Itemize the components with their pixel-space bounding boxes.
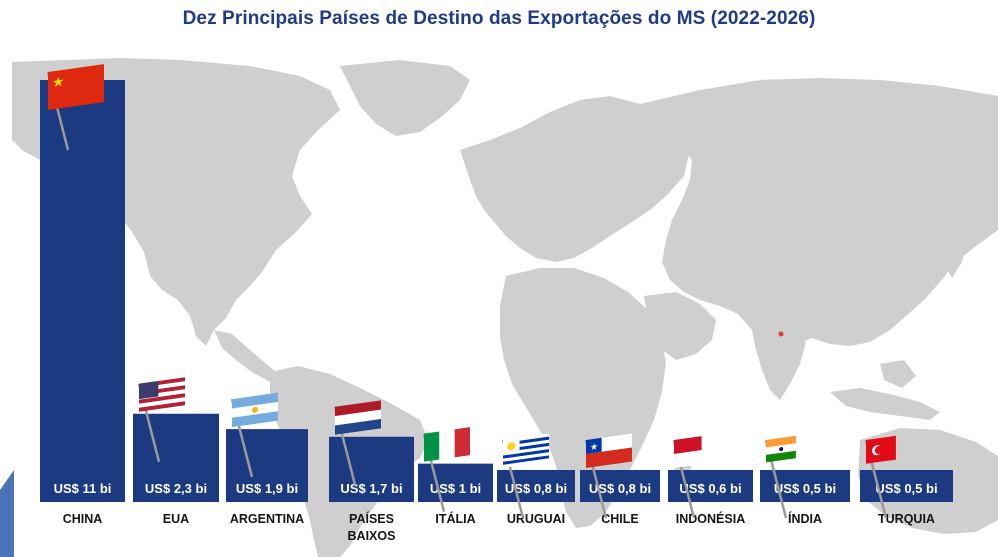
bar [418,463,493,502]
bar [226,429,308,502]
bar-value-label: US$ 0,5 bi [875,481,937,496]
turkey-flag-icon [864,435,896,519]
map-location-marker [778,331,784,337]
bars-layer: US$ 11 bi CHINA ★ US$ 2,3 bi EUA US$ 1,9 bi AR… [40,64,953,543]
category-label: BAIXOS [348,529,396,543]
uruguay-flag-icon [501,433,549,519]
category-label: ITÁLIA [435,511,475,526]
category-label: CHILE [601,512,639,526]
bar-value-label: US$ 0,6 bi [679,481,741,496]
category-label: CHINA [63,512,103,526]
category-label: ÍNDIA [788,511,822,526]
usa-flag-icon [137,377,185,463]
category-label: EUA [163,512,189,526]
bar [133,413,219,502]
india-flag-icon [764,435,796,519]
category-label: ARGENTINA [230,512,304,526]
indonesia-flag-icon [672,436,702,519]
bar [329,436,414,502]
bar-value-label: US$ 2,3 bi [145,481,207,496]
category-label: PAÍSES [349,511,394,526]
bar [580,470,660,502]
argentina-flag-icon [230,392,278,478]
left-edge-decoration [0,470,14,557]
category-label: TURQUIA [878,512,935,526]
bar-value-label: US$ 1,7 bi [340,481,402,496]
bar [40,80,125,502]
chart-title: Dez Principais Países de Destino das Exp… [182,8,816,29]
china-flag-icon: ★ [46,64,104,151]
category-label: URUGUAI [507,512,565,526]
category-label: INDONÉSIA [676,511,745,526]
bar-value-label: US$ 0,8 bi [589,481,651,496]
bar-value-label: US$ 1,9 bi [236,481,298,496]
svg-text:★: ★ [52,74,65,92]
bar-value-label: US$ 11 bi [54,481,112,496]
bar [497,470,575,502]
svg-text:★: ★ [590,442,598,453]
chile-flag-icon: ★ [584,433,632,519]
bar-value-label: US$ 1 bi [430,481,481,496]
bar-value-label: US$ 0,8 bi [505,481,567,496]
italy-flag-icon [422,427,470,512]
bar-value-label: US$ 0,5 bi [774,481,836,496]
netherlands-flag-icon [333,400,381,486]
